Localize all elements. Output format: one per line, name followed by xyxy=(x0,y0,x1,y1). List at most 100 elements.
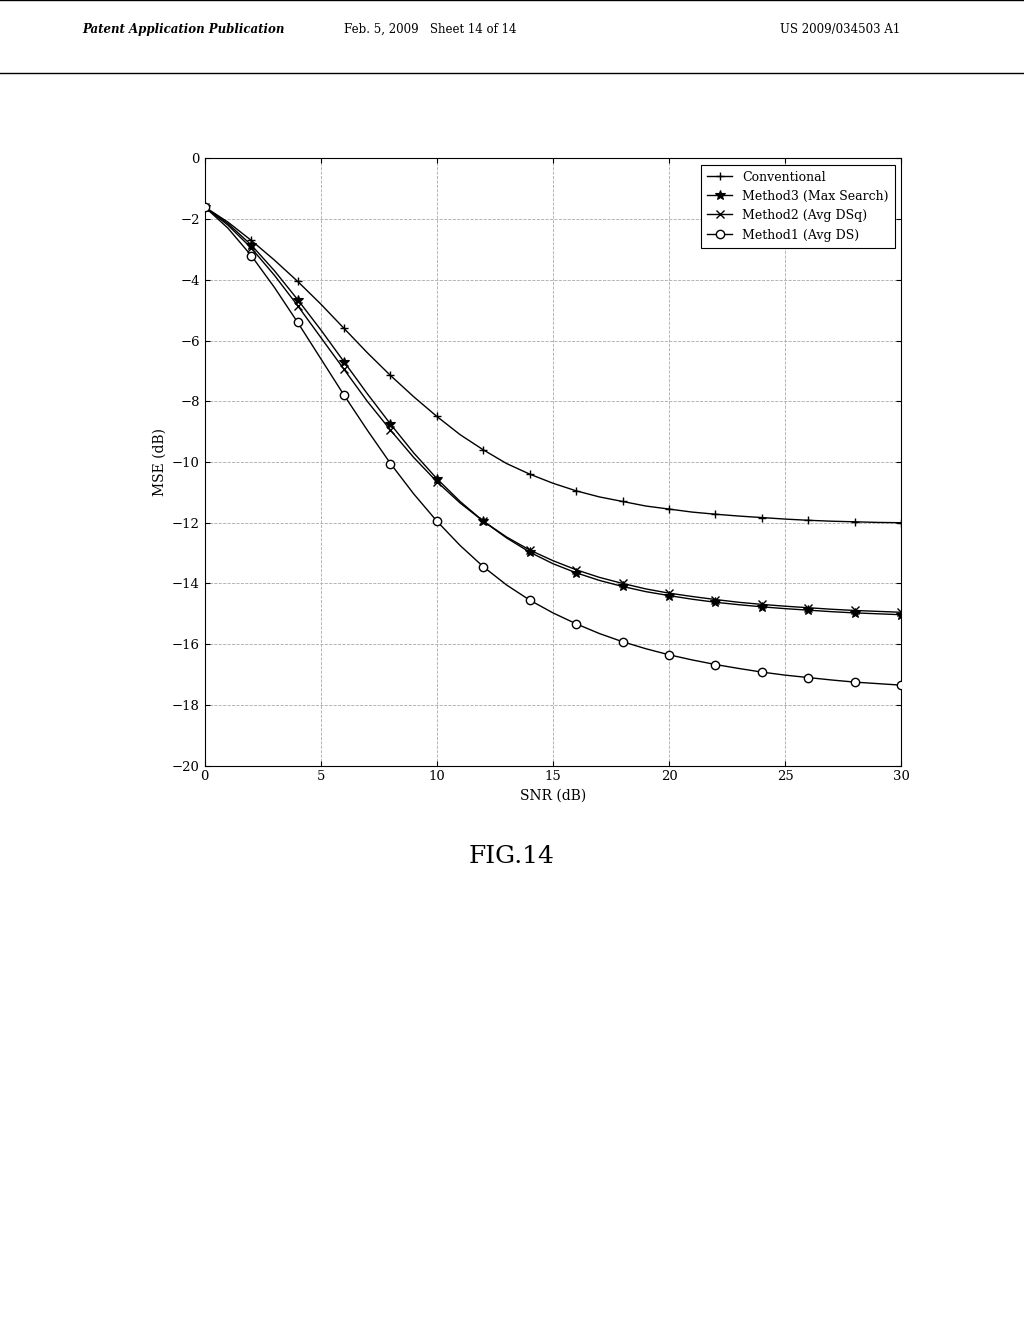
Conventional xyxy=(593,488,605,504)
Method1 (Avg DS) xyxy=(710,656,722,672)
Method2 (Avg DSq) xyxy=(547,553,559,569)
Method3 (Max Search) xyxy=(314,322,327,338)
Conventional xyxy=(523,466,536,482)
Method1 (Avg DS) xyxy=(361,422,374,438)
Method2 (Avg DSq) xyxy=(431,474,443,490)
Conventional xyxy=(825,513,838,529)
Method1 (Avg DS) xyxy=(825,672,838,688)
Method3 (Max Search) xyxy=(431,471,443,487)
Conventional xyxy=(222,214,234,230)
Conventional xyxy=(640,498,652,513)
Method3 (Max Search) xyxy=(756,599,768,615)
Conventional xyxy=(501,455,513,471)
Conventional xyxy=(732,508,744,524)
X-axis label: SNR (dB): SNR (dB) xyxy=(520,789,586,803)
Method2 (Avg DSq) xyxy=(871,603,884,619)
Method3 (Max Search) xyxy=(779,601,792,616)
Method3 (Max Search) xyxy=(663,587,675,603)
Conventional xyxy=(338,321,350,337)
Method2 (Avg DSq) xyxy=(384,422,396,438)
Conventional xyxy=(849,513,861,529)
Conventional xyxy=(547,475,559,491)
Method3 (Max Search) xyxy=(547,556,559,572)
Method2 (Avg DSq) xyxy=(710,591,722,607)
Conventional xyxy=(871,515,884,531)
Method3 (Max Search) xyxy=(825,603,838,619)
Conventional xyxy=(199,199,211,215)
Conventional xyxy=(570,483,583,499)
Method3 (Max Search) xyxy=(849,605,861,620)
Conventional xyxy=(477,442,489,458)
Method3 (Max Search) xyxy=(616,578,629,594)
Method3 (Max Search) xyxy=(710,594,722,610)
Text: Patent Application Publication: Patent Application Publication xyxy=(82,22,285,36)
Method3 (Max Search) xyxy=(593,573,605,589)
Conventional xyxy=(292,273,304,289)
Method3 (Max Search) xyxy=(384,416,396,432)
Method1 (Avg DS) xyxy=(663,647,675,663)
Method2 (Avg DSq) xyxy=(663,585,675,601)
Method2 (Avg DSq) xyxy=(361,393,374,409)
Method1 (Avg DS) xyxy=(431,513,443,529)
Method2 (Avg DSq) xyxy=(756,597,768,612)
Conventional xyxy=(663,502,675,517)
Method2 (Avg DSq) xyxy=(454,495,466,511)
Method2 (Avg DSq) xyxy=(802,599,814,615)
Method2 (Avg DSq) xyxy=(222,218,234,234)
Method3 (Max Search) xyxy=(802,602,814,618)
Text: US 2009/034503 A1: US 2009/034503 A1 xyxy=(779,22,900,36)
Conventional xyxy=(408,389,420,405)
Method1 (Avg DS) xyxy=(199,199,211,215)
Method3 (Max Search) xyxy=(732,597,744,612)
Method1 (Avg DS) xyxy=(523,593,536,609)
Conventional xyxy=(756,510,768,525)
Method1 (Avg DS) xyxy=(871,676,884,692)
Method3 (Max Search) xyxy=(222,215,234,231)
Method3 (Max Search) xyxy=(477,513,489,529)
Method3 (Max Search) xyxy=(292,292,304,308)
Method1 (Avg DS) xyxy=(570,616,583,632)
Method3 (Max Search) xyxy=(408,445,420,461)
Method1 (Avg DS) xyxy=(454,537,466,553)
Conventional xyxy=(779,511,792,527)
Conventional xyxy=(361,345,374,360)
Text: Feb. 5, 2009   Sheet 14 of 14: Feb. 5, 2009 Sheet 14 of 14 xyxy=(344,22,516,36)
Method1 (Avg DS) xyxy=(732,660,744,676)
Conventional xyxy=(268,252,281,268)
Method3 (Max Search) xyxy=(523,544,536,560)
Method3 (Max Search) xyxy=(199,199,211,215)
Method2 (Avg DSq) xyxy=(779,598,792,614)
Method1 (Avg DS) xyxy=(384,455,396,471)
Method1 (Avg DS) xyxy=(292,314,304,330)
Conventional xyxy=(245,232,257,248)
Conventional xyxy=(616,494,629,510)
Legend: Conventional, Method3 (Max Search), Method2 (Avg DSq), Method1 (Avg DS): Conventional, Method3 (Max Search), Meth… xyxy=(700,165,895,248)
Method1 (Avg DS) xyxy=(686,652,698,668)
Method3 (Max Search) xyxy=(454,494,466,510)
Method1 (Avg DS) xyxy=(501,577,513,593)
Method3 (Max Search) xyxy=(268,263,281,279)
Method1 (Avg DS) xyxy=(245,248,257,264)
Method3 (Max Search) xyxy=(895,607,907,623)
Method2 (Avg DSq) xyxy=(825,602,838,618)
Method2 (Avg DSq) xyxy=(640,581,652,597)
Method1 (Avg DS) xyxy=(314,351,327,367)
Line: Method3 (Max Search): Method3 (Max Search) xyxy=(200,202,906,619)
Conventional xyxy=(686,504,698,520)
Conventional xyxy=(802,512,814,528)
Method2 (Avg DSq) xyxy=(895,605,907,620)
Conventional xyxy=(454,426,466,442)
Method1 (Avg DS) xyxy=(616,634,629,649)
Method2 (Avg DSq) xyxy=(593,569,605,585)
Method2 (Avg DSq) xyxy=(408,450,420,466)
Method2 (Avg DSq) xyxy=(477,513,489,529)
Method3 (Max Search) xyxy=(640,583,652,599)
Method1 (Avg DS) xyxy=(756,664,768,680)
Method1 (Avg DS) xyxy=(408,486,420,502)
Line: Method1 (Avg DS): Method1 (Avg DS) xyxy=(201,203,905,689)
Method2 (Avg DSq) xyxy=(570,562,583,578)
Line: Conventional: Conventional xyxy=(201,203,905,527)
Method3 (Max Search) xyxy=(361,385,374,401)
Conventional xyxy=(314,296,327,312)
Method2 (Avg DSq) xyxy=(523,543,536,558)
